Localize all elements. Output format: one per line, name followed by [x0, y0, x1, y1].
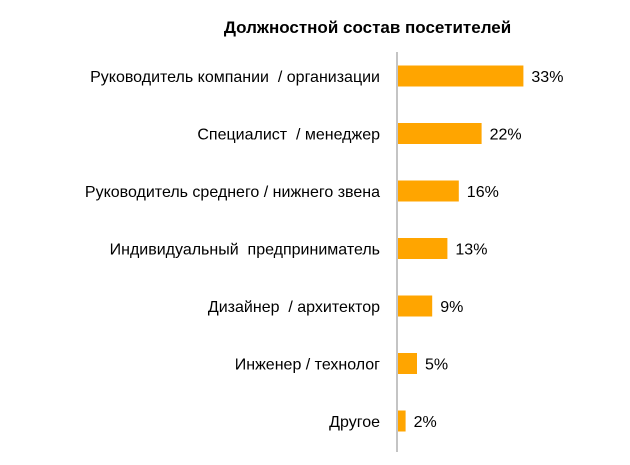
- chart-title: Должностной состав посетителей: [223, 18, 512, 37]
- bars-group: [398, 65, 524, 432]
- bar-5: [398, 295, 433, 317]
- value-label-2: 22%: [490, 127, 522, 144]
- bar-7: [398, 410, 406, 432]
- category-label-4: Индивидуальный предприниматель: [110, 242, 380, 259]
- value-label-5: 9%: [440, 299, 463, 316]
- value-label-6: 5%: [425, 357, 448, 374]
- category-label-1: Руководитель компании / организации: [90, 69, 380, 86]
- category-label-3: Руководитель среднего / нижнего звена: [85, 184, 380, 201]
- value-labels-group: 33% 22% 16% 13% 9% 5% 2%: [414, 69, 564, 431]
- bar-2: [398, 123, 482, 144]
- value-label-7: 2%: [414, 414, 437, 431]
- bar-4: [398, 238, 448, 259]
- category-label-5: Дизайнер / архитектор: [208, 299, 380, 316]
- value-label-1: 33%: [531, 69, 563, 86]
- bar-1: [398, 65, 524, 87]
- bar-3: [398, 180, 459, 202]
- bar-6: [398, 353, 417, 374]
- category-label-2: Специалист / менеджер: [197, 127, 380, 144]
- category-label-7: Другое: [329, 414, 380, 431]
- value-label-3: 16%: [467, 184, 499, 201]
- value-label-4: 13%: [455, 242, 487, 259]
- category-label-6: Инженер / технолог: [235, 357, 380, 374]
- category-labels-group: Руководитель компании / организации Специ…: [85, 69, 380, 431]
